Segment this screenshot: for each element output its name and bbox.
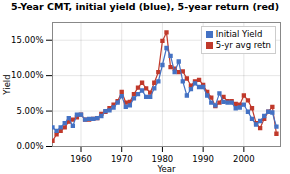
svg-text:1970: 1970 xyxy=(111,154,133,164)
svg-text:15.00%: 15.00% xyxy=(11,35,43,45)
html-text:5-Year CMT, initial yield (blu: 5-Year CMT, initial yield (blue), 5-year… xyxy=(11,1,279,12)
svg-text:1960: 1960 xyxy=(70,154,92,164)
svg-text:0.00%: 0.00% xyxy=(16,141,43,151)
svg-text:1990: 1990 xyxy=(192,154,214,164)
svg-text:Yield: Yield xyxy=(2,74,12,95)
svg-text:10.00%: 10.00% xyxy=(11,70,43,80)
svg-text:2000: 2000 xyxy=(233,154,255,164)
html-text:Initial Yield: Initial Yield xyxy=(215,29,263,39)
svg-text:1980: 1980 xyxy=(152,154,174,164)
svg-text:Year: Year xyxy=(157,164,177,174)
html-text:5-yr avg retn: 5-yr avg retn xyxy=(215,40,271,50)
svg-text:5.00%: 5.00% xyxy=(16,106,43,116)
